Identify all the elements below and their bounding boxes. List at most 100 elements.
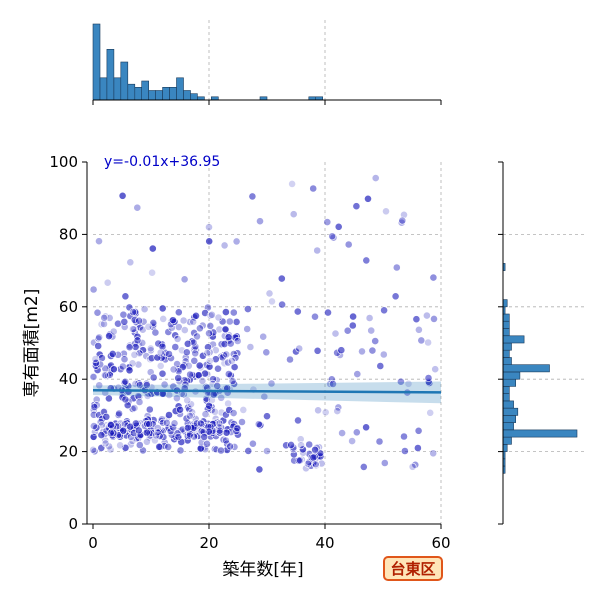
scatter-point bbox=[243, 325, 252, 333]
scatter-point bbox=[179, 316, 188, 325]
scatter-point bbox=[192, 311, 200, 320]
scatter-point bbox=[171, 343, 180, 351]
scatter-point bbox=[92, 395, 101, 404]
scatter-point bbox=[133, 203, 142, 212]
histogram-bar bbox=[141, 80, 149, 101]
scatter-point bbox=[167, 354, 175, 362]
scatter-point bbox=[348, 321, 357, 330]
scatter-point bbox=[233, 424, 242, 432]
scatter-point bbox=[89, 373, 98, 381]
histogram-bar bbox=[120, 61, 129, 101]
scatter-point bbox=[305, 440, 314, 449]
scatter-point bbox=[129, 325, 137, 334]
scatter-point bbox=[298, 445, 307, 454]
scatter-point bbox=[101, 436, 110, 445]
scatter-point bbox=[222, 428, 231, 437]
scatter-point bbox=[229, 308, 238, 317]
scatter-point bbox=[106, 428, 115, 437]
scatter-point bbox=[213, 381, 222, 390]
scatter-point bbox=[404, 379, 413, 388]
scatter-point bbox=[368, 346, 377, 355]
scatter-point bbox=[180, 326, 189, 334]
scatter-point bbox=[311, 445, 319, 454]
scatter-point bbox=[156, 361, 165, 370]
scatter-point bbox=[109, 365, 118, 374]
scatter-point bbox=[297, 441, 305, 450]
scatter-point bbox=[221, 308, 230, 316]
histogram-bar bbox=[127, 83, 136, 101]
scatter-point bbox=[165, 350, 173, 358]
scatter-point bbox=[367, 326, 376, 335]
scatter-point bbox=[108, 349, 117, 358]
scatter-point bbox=[140, 305, 149, 314]
scatter-point bbox=[130, 404, 139, 412]
regression-equation: y=-0.01x+36.95 bbox=[104, 154, 220, 170]
scatter-point bbox=[128, 359, 137, 368]
scatter-point bbox=[343, 326, 352, 335]
scatter-point bbox=[228, 377, 237, 385]
scatter-point bbox=[172, 394, 181, 403]
scatter-point bbox=[126, 258, 135, 267]
scatter-point bbox=[400, 447, 409, 455]
scatter-point bbox=[352, 202, 361, 211]
scatter-point bbox=[173, 334, 182, 343]
scatter-point bbox=[222, 350, 231, 359]
scatter-point bbox=[364, 194, 372, 203]
scatter-point bbox=[321, 408, 330, 417]
scatter-point bbox=[289, 210, 298, 219]
scatter-point bbox=[329, 379, 337, 388]
scatter-point bbox=[205, 223, 213, 232]
scatter-point bbox=[123, 401, 132, 410]
scatter-point bbox=[296, 435, 305, 444]
scatter-point bbox=[254, 420, 263, 429]
x-tick-label: 0 bbox=[88, 534, 98, 552]
scatter-point bbox=[382, 207, 390, 216]
scatter-point bbox=[344, 240, 353, 249]
scatter-point bbox=[329, 233, 338, 242]
scatter-point bbox=[292, 347, 300, 356]
scatter-point bbox=[211, 355, 220, 364]
scatter-point bbox=[205, 357, 214, 365]
scatter-point bbox=[134, 360, 143, 369]
scatter-point bbox=[142, 428, 151, 437]
scatter-point bbox=[119, 310, 128, 319]
scatter-point bbox=[93, 308, 102, 317]
scatter-point bbox=[125, 366, 134, 375]
scatter-point bbox=[255, 465, 264, 474]
scatter-point bbox=[196, 444, 205, 453]
scatter-point bbox=[146, 344, 155, 353]
scatter-point bbox=[294, 416, 302, 425]
scatter-point bbox=[375, 437, 384, 446]
scatter-point bbox=[217, 393, 226, 402]
histogram-bar bbox=[502, 299, 508, 308]
scatter-point bbox=[109, 429, 118, 437]
scatter-point bbox=[205, 329, 213, 338]
scatter-point bbox=[126, 422, 135, 431]
scatter-point bbox=[205, 362, 214, 371]
scatter-point bbox=[349, 312, 357, 321]
scatter-point bbox=[189, 338, 198, 347]
scatter-point bbox=[103, 278, 112, 287]
histogram-bar bbox=[106, 48, 115, 101]
scatter-point bbox=[153, 428, 162, 437]
scatter-point bbox=[392, 263, 401, 272]
histogram-bar bbox=[502, 422, 514, 431]
histogram-bar bbox=[502, 342, 512, 351]
scatter-point bbox=[334, 222, 343, 231]
scatter-point bbox=[313, 246, 322, 255]
scatter-point bbox=[120, 317, 129, 326]
scatter-point bbox=[91, 355, 100, 363]
scatter-point bbox=[158, 304, 167, 313]
scatter-point bbox=[331, 329, 340, 338]
scatter-point bbox=[100, 313, 109, 322]
scatter-point bbox=[97, 320, 106, 329]
scatter-point bbox=[105, 394, 113, 403]
y-tick-labels: 0 20 40 60 80 100 bbox=[49, 153, 78, 533]
scatter-point bbox=[196, 419, 205, 428]
scatter-point bbox=[226, 442, 234, 451]
scatter-point bbox=[424, 338, 432, 347]
regression bbox=[92, 381, 442, 404]
scatter-point bbox=[262, 348, 271, 357]
histogram-bar bbox=[502, 313, 510, 322]
scatter-point bbox=[229, 409, 238, 417]
